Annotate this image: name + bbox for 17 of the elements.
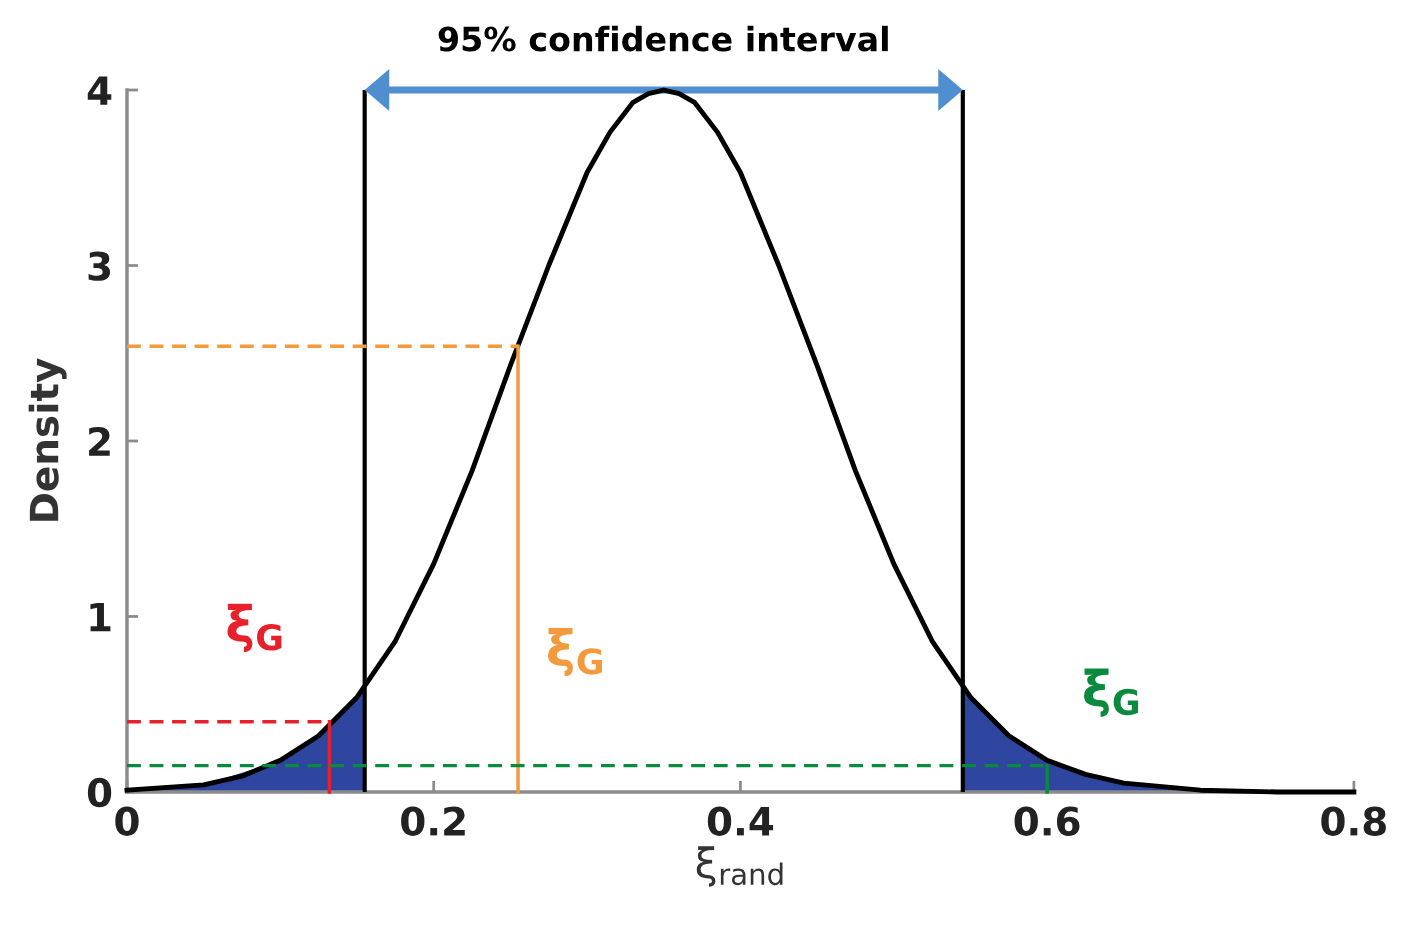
annotation: ξ$_{G}$ (548, 627, 602, 677)
y-tick-label: 1 (90, 602, 111, 632)
x-tick-label: 0.4 (707, 806, 774, 836)
y-tick-label: 0 (87, 777, 112, 808)
y-tick-label: 2 (89, 426, 110, 456)
annotation: ξ$_{G}$ (227, 603, 282, 653)
line-series (124, 87, 1357, 795)
annotation: ξ$_{G}$ (1084, 668, 1139, 717)
x-tick-label: 0 (115, 806, 139, 836)
x-axis-title: ξ$_{rand}$ (696, 846, 783, 887)
x-tick-label: 0.6 (1014, 806, 1080, 836)
x-tick-label: 0.2 (401, 806, 465, 836)
y-tick-label: 4 (87, 76, 112, 105)
chart-title: 95% confidence interval (438, 25, 888, 52)
y-tick-label: 3 (88, 251, 110, 281)
y-axis-title: Density (28, 358, 67, 521)
x-tick-label: 0.8 (1321, 806, 1386, 836)
